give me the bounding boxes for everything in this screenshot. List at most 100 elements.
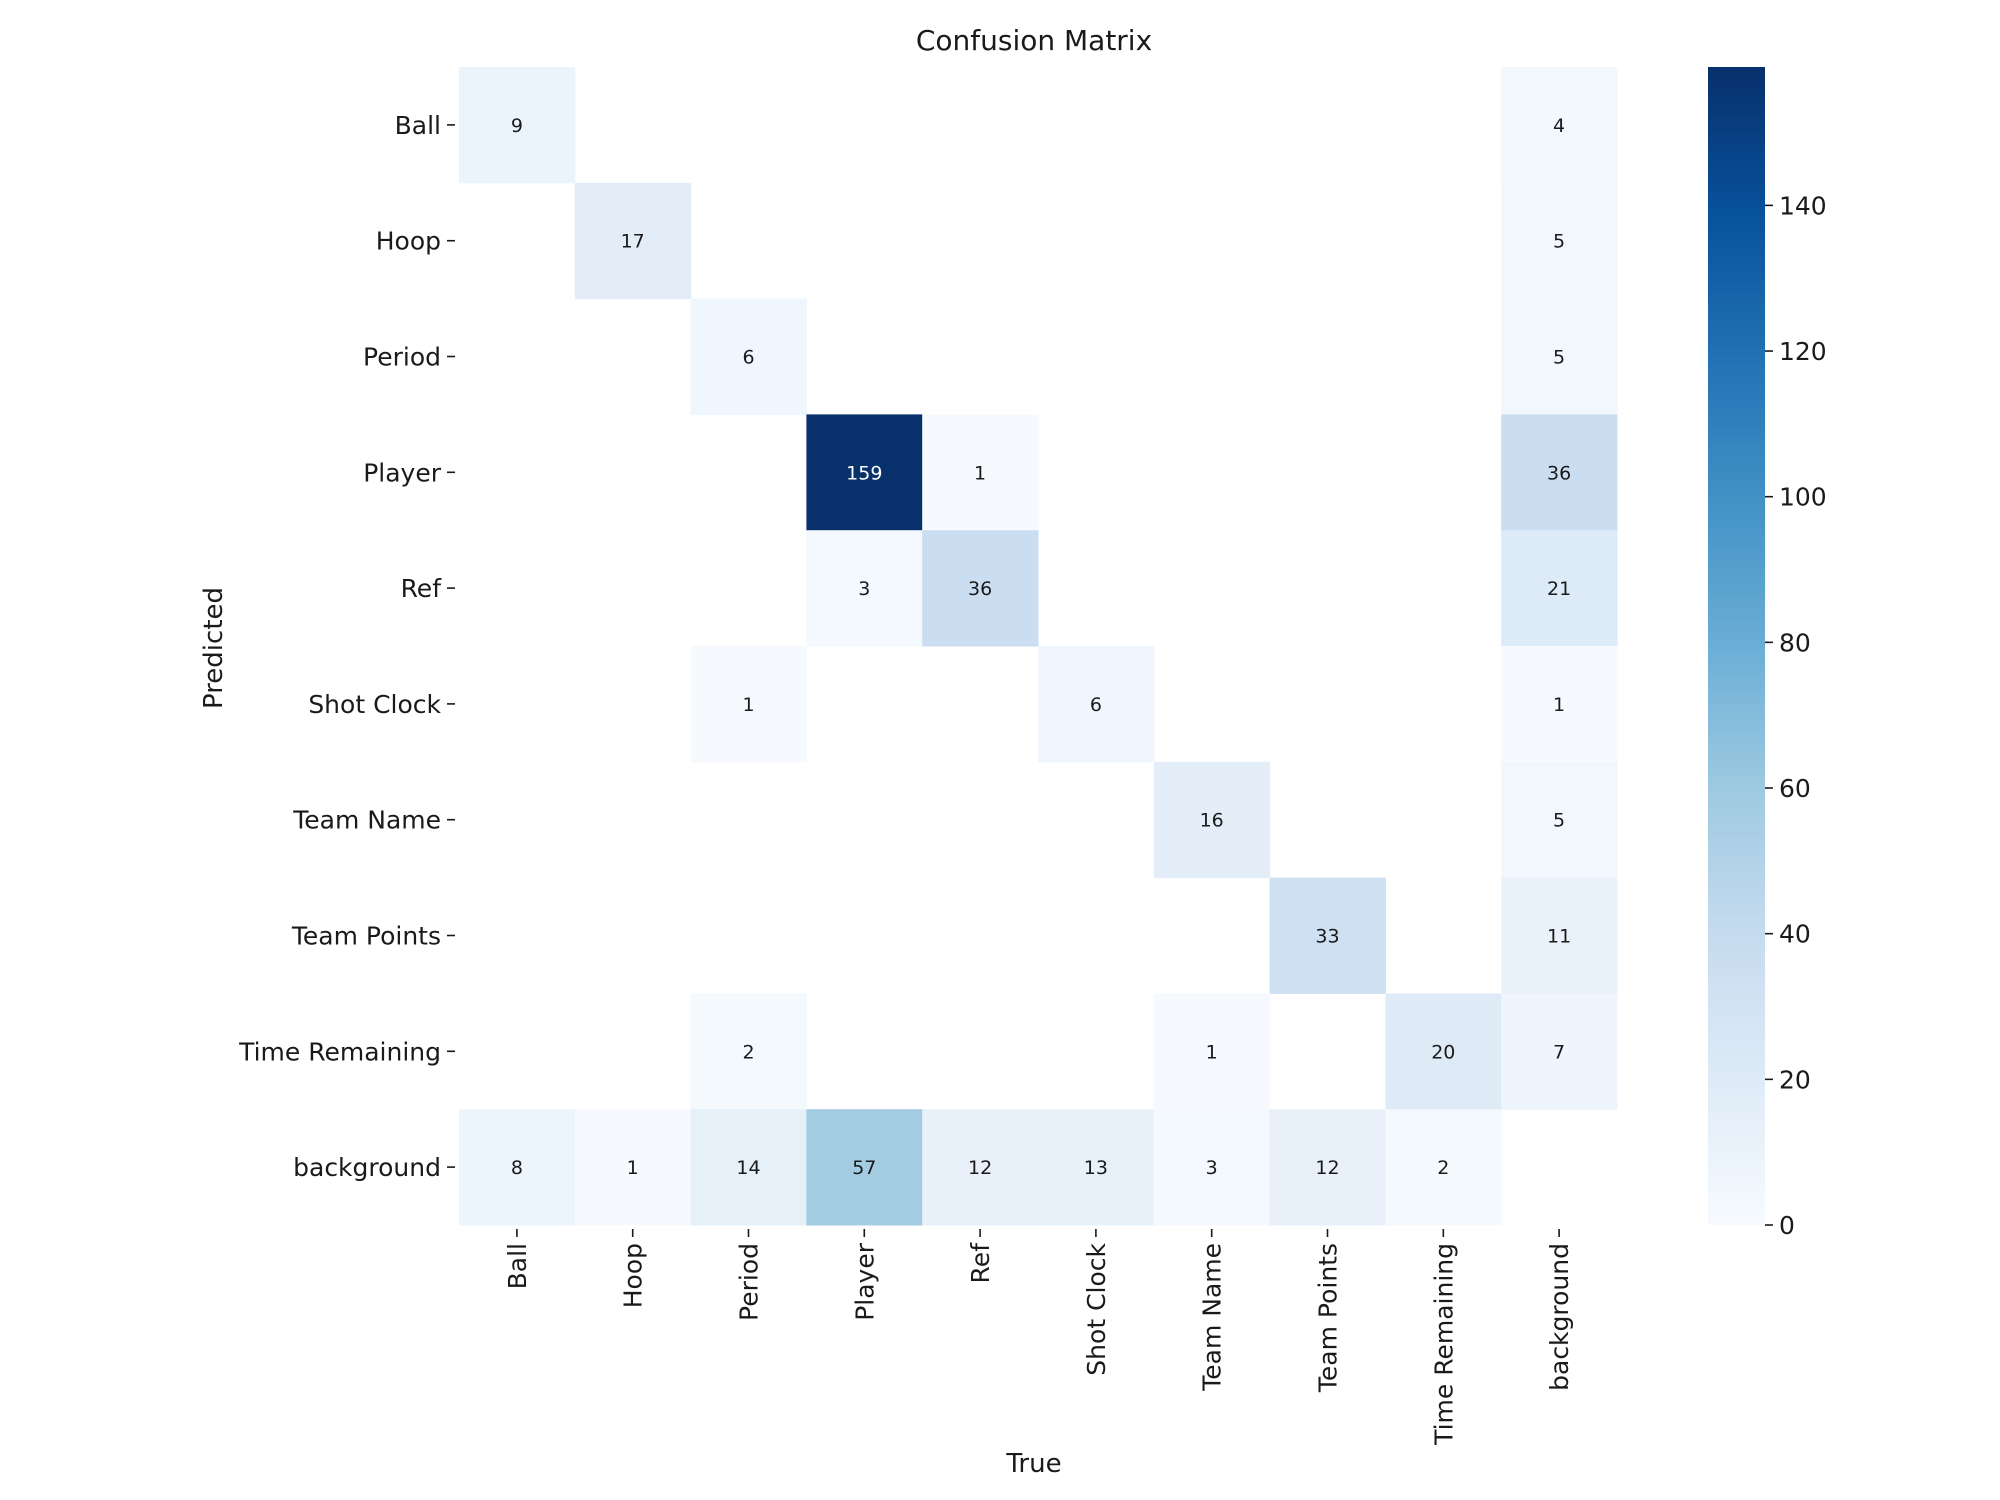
cell-team-points-background	[1501, 877, 1618, 994]
cell-label-team-points-background: 11	[1547, 926, 1571, 948]
x-tick-label-background: background	[1545, 1243, 1574, 1391]
cell-background-team-name	[1153, 1109, 1271, 1226]
y-tick-label-team-points: Team Points	[291, 922, 441, 951]
y-tick-label-shot-clock: Shot Clock	[308, 690, 441, 719]
cell-time-remaining-team-name	[1153, 993, 1271, 1110]
y-tick-label-player: Player	[363, 458, 442, 487]
x-tick-label-hoop: Hoop	[619, 1243, 648, 1308]
cell-team-name-team-name	[1153, 761, 1271, 879]
cell-label-background-period: 14	[736, 1157, 760, 1179]
cell-background-period	[690, 1109, 807, 1226]
cell-background-time-remaining	[1385, 1109, 1502, 1226]
colorbar-tick-label-40: 40	[1779, 920, 1811, 949]
x-tick-label-player: Player	[850, 1242, 879, 1321]
cell-player-player	[806, 414, 923, 531]
cell-period-background	[1501, 298, 1618, 415]
cell-background-ball	[459, 1109, 576, 1226]
cell-shot-clock-shot-clock	[1038, 646, 1155, 763]
x-tick-label-shot-clock: Shot Clock	[1082, 1242, 1111, 1375]
cell-label-team-name-background: 5	[1553, 810, 1565, 832]
x-tick-label-ball: Ball	[503, 1243, 532, 1289]
y-tick-label-team-name: Team Name	[292, 806, 441, 835]
cell-label-background-time-remaining: 2	[1437, 1157, 1449, 1179]
y-tick-label-background: background	[293, 1153, 441, 1182]
cell-label-background-ref: 12	[968, 1157, 992, 1179]
x-tick-label-period: Period	[735, 1243, 764, 1321]
cell-label-player-player: 159	[846, 462, 882, 484]
cell-label-background-team-points: 12	[1315, 1157, 1339, 1179]
cell-ball-ball	[459, 67, 576, 184]
cell-label-hoop-background: 5	[1553, 231, 1565, 253]
cell-period-period	[690, 298, 807, 415]
cell-label-time-remaining-team-name: 1	[1206, 1041, 1218, 1063]
chart-title: Confusion Matrix	[916, 24, 1152, 57]
cell-label-time-remaining-time-remaining: 20	[1431, 1041, 1455, 1063]
cell-label-ref-ref: 36	[968, 578, 992, 600]
cell-shot-clock-background	[1501, 646, 1618, 763]
cell-hoop-background	[1501, 182, 1618, 300]
cell-background-shot-clock	[1038, 1109, 1155, 1226]
cell-time-remaining-time-remaining	[1385, 993, 1502, 1110]
cell-label-team-name-team-name: 16	[1200, 810, 1224, 832]
cell-label-shot-clock-background: 1	[1553, 694, 1565, 716]
cell-label-background-shot-clock: 13	[1084, 1157, 1108, 1179]
cell-label-period-background: 5	[1553, 347, 1565, 369]
cell-player-ref	[922, 414, 1039, 531]
cell-label-hoop-hoop: 17	[621, 231, 645, 253]
x-tick-label-team-name: Team Name	[1198, 1243, 1227, 1392]
cell-label-shot-clock-shot-clock: 6	[1090, 694, 1102, 716]
x-axis-label: True	[1005, 1449, 1061, 1479]
colorbar-tick-label-20: 20	[1779, 1065, 1811, 1094]
cell-time-remaining-background	[1501, 993, 1618, 1110]
x-tick-label-time-remaining: Time Remaining	[1429, 1243, 1458, 1446]
cell-hoop-hoop	[574, 182, 692, 300]
cell-label-ball-ball: 9	[511, 115, 523, 137]
cell-ball-background	[1501, 67, 1618, 184]
cell-shot-clock-period	[690, 646, 807, 763]
colorbar	[1708, 67, 1765, 1225]
x-tick-label-team-points: Team Points	[1314, 1243, 1343, 1393]
cell-label-background-team-name: 3	[1206, 1157, 1218, 1179]
cell-label-background-ball: 8	[511, 1157, 523, 1179]
colorbar-tick-label-0: 0	[1779, 1211, 1795, 1240]
x-axis-ticks: Ball Hoop Period Player Ref Shot Clock Team Na…	[503, 1229, 1574, 1446]
cell-label-time-remaining-period: 2	[742, 1041, 754, 1063]
cell-player-background	[1501, 414, 1618, 531]
cell-time-remaining-period	[690, 993, 807, 1110]
cell-label-player-ref: 1	[974, 462, 986, 484]
cell-label-background-player: 57	[852, 1157, 876, 1179]
cell-label-ball-background: 4	[1553, 115, 1565, 137]
colorbar-tick-label-140: 140	[1779, 191, 1827, 220]
cell-background-player	[806, 1109, 923, 1226]
cell-team-name-background	[1501, 761, 1618, 879]
y-tick-label-hoop: Hoop	[376, 227, 441, 256]
x-tick-label-ref: Ref	[966, 1242, 995, 1284]
cell-background-ref	[922, 1109, 1039, 1226]
cell-label-ref-player: 3	[858, 578, 870, 600]
cell-label-ref-background: 21	[1547, 578, 1571, 600]
cell-label-team-points-team-points: 33	[1315, 926, 1339, 948]
y-axis-label: Predicted	[199, 587, 229, 709]
colorbar-tick-label-80: 80	[1779, 628, 1811, 657]
y-tick-label-ball: Ball	[395, 111, 441, 140]
cell-ref-background	[1501, 530, 1618, 647]
cell-label-shot-clock-period: 1	[742, 694, 754, 716]
cell-ref-player	[806, 530, 923, 647]
colorbar-ticks: 0 20 40 60 80 100 120 140	[1765, 191, 1827, 1240]
colorbar-tick-label-100: 100	[1779, 483, 1827, 512]
colorbar-tick-label-60: 60	[1779, 774, 1811, 803]
cell-label-time-remaining-background: 7	[1553, 1041, 1565, 1063]
cell-team-points-team-points	[1269, 877, 1386, 994]
cell-ref-ref	[922, 530, 1039, 647]
colorbar-tick-label-120: 120	[1779, 337, 1827, 366]
cell-label-period-period: 6	[742, 347, 754, 369]
y-axis-ticks: Ball Hoop Period Player Ref Shot Clock Team Na…	[238, 111, 455, 1182]
cell-label-background-hoop: 1	[627, 1157, 639, 1179]
cell-label-player-background: 36	[1547, 462, 1571, 484]
cell-background-hoop	[574, 1109, 692, 1226]
y-tick-label-time-remaining: Time Remaining	[238, 1037, 441, 1066]
cell-background-team-points	[1269, 1109, 1386, 1226]
y-tick-label-ref: Ref	[401, 574, 443, 603]
